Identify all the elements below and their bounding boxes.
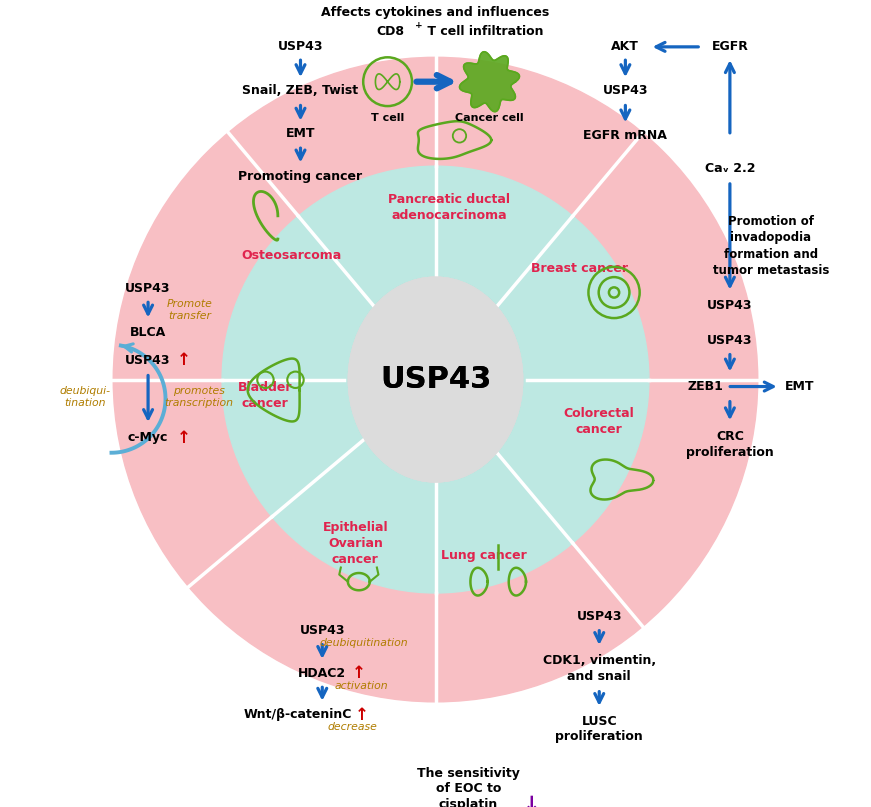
Text: LUSC: LUSC (582, 715, 617, 729)
Text: Pancreatic ductal
adenocarcinoma: Pancreatic ductal adenocarcinoma (388, 193, 510, 222)
Text: USP43: USP43 (577, 610, 622, 623)
Text: tumor metastasis: tumor metastasis (712, 264, 829, 277)
Text: formation and: formation and (724, 248, 818, 261)
Text: proliferation: proliferation (556, 730, 643, 743)
Text: Promoting cancer: Promoting cancer (239, 170, 362, 183)
Text: EGFR: EGFR (712, 40, 748, 53)
Circle shape (222, 166, 649, 593)
Text: BLCA: BLCA (130, 326, 166, 339)
Text: Breast cancer: Breast cancer (530, 261, 628, 274)
Text: ↑: ↑ (177, 351, 191, 370)
Text: invadopodia: invadopodia (730, 231, 812, 244)
Text: Cancer cell: Cancer cell (456, 113, 523, 123)
Text: Colorectal
cancer: Colorectal cancer (564, 407, 635, 436)
Text: promotes
transcription: promotes transcription (164, 387, 233, 408)
Text: ↑: ↑ (177, 429, 191, 447)
Circle shape (113, 57, 758, 702)
Text: T cell: T cell (371, 113, 404, 123)
Text: Caᵥ 2.2: Caᵥ 2.2 (705, 162, 755, 175)
Text: ↑: ↑ (354, 706, 368, 724)
Text: ↓: ↓ (523, 795, 540, 807)
Ellipse shape (348, 278, 523, 482)
Text: The sensitivity: The sensitivity (417, 767, 520, 780)
Text: USP43: USP43 (125, 354, 171, 367)
Text: AKT: AKT (611, 40, 639, 53)
Text: Promote
transfer: Promote transfer (167, 299, 213, 320)
Text: Snail, ZEB, Twist: Snail, ZEB, Twist (242, 84, 359, 97)
Text: EMT: EMT (785, 380, 814, 393)
Ellipse shape (348, 278, 523, 482)
Text: CDK1, vimentin,: CDK1, vimentin, (543, 654, 656, 667)
Text: USP43: USP43 (380, 365, 491, 394)
Text: USP43: USP43 (380, 365, 491, 394)
Text: USP43: USP43 (603, 84, 648, 97)
Text: Lung cancer: Lung cancer (441, 549, 526, 562)
Text: CD8: CD8 (376, 25, 404, 38)
Text: deubiquitination: deubiquitination (320, 638, 408, 647)
Ellipse shape (348, 278, 523, 482)
Text: Promotion of: Promotion of (728, 215, 814, 228)
Text: deubiqui-
tination: deubiqui- tination (60, 387, 111, 408)
Text: ↑: ↑ (352, 664, 366, 682)
Text: and snail: and snail (567, 670, 631, 683)
Text: T cell infiltration: T cell infiltration (423, 25, 544, 38)
Text: Bladder
cancer: Bladder cancer (238, 381, 292, 410)
Text: Wnt/β-cateninC: Wnt/β-cateninC (244, 709, 352, 721)
Text: of EOC to: of EOC to (436, 783, 502, 796)
Text: USP43: USP43 (707, 334, 753, 347)
Text: ZEB1: ZEB1 (687, 380, 724, 393)
Text: USP43: USP43 (278, 40, 323, 53)
Text: decrease: decrease (327, 722, 378, 732)
Text: activation: activation (334, 681, 388, 691)
Text: CRC: CRC (716, 429, 744, 443)
Text: EMT: EMT (286, 128, 315, 140)
Text: Affects cytokines and influences: Affects cytokines and influences (321, 6, 550, 19)
Text: USP43: USP43 (125, 282, 171, 295)
Text: cisplatin: cisplatin (439, 798, 498, 807)
Text: HDAC2: HDAC2 (298, 667, 347, 679)
Text: +: + (415, 22, 423, 31)
Text: EGFR mRNA: EGFR mRNA (584, 129, 667, 142)
Text: c-Myc: c-Myc (128, 432, 168, 445)
Text: USP43: USP43 (707, 299, 753, 312)
Text: proliferation: proliferation (686, 446, 773, 459)
Text: USP43: USP43 (300, 624, 345, 637)
Text: Osteosarcoma: Osteosarcoma (241, 249, 342, 262)
Text: Epithelial
Ovarian
cancer: Epithelial Ovarian cancer (322, 521, 388, 566)
Polygon shape (460, 52, 519, 111)
